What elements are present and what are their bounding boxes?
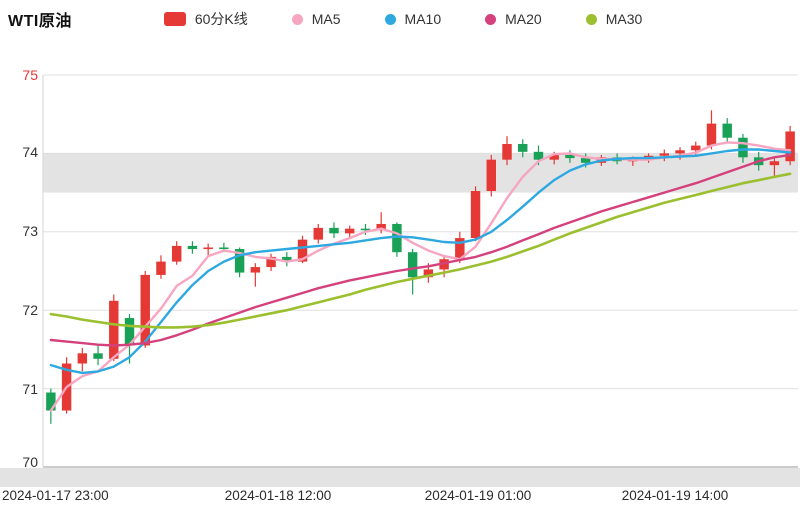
gridlines	[42, 74, 798, 468]
legend-label-ma10: MA10	[404, 11, 442, 27]
y-axis-label: 71	[22, 381, 38, 397]
y-axis-label: 74	[22, 144, 38, 160]
chart-title: WTI原油	[8, 13, 72, 30]
price-band	[43, 153, 798, 193]
legend: 60分K线 MA5 MA10 MA20 MA30	[163, 9, 643, 29]
chart-header: WTI原油 60分K线 MA5 MA10 MA20 MA30	[8, 6, 642, 32]
legend-item-kline[interactable]: 60分K线	[163, 9, 248, 29]
x-axis-label: 2024-01-17 23:00	[2, 488, 109, 503]
legend-label-ma5: MA5	[311, 11, 341, 27]
y-axis-label: 75	[22, 67, 38, 83]
kline-swatch-icon	[163, 12, 186, 26]
legend-item-ma5[interactable]: MA5	[291, 11, 341, 27]
y-axis-label: 72	[22, 302, 38, 318]
ma5-dot-icon	[291, 13, 303, 25]
ma20-line	[49, 153, 792, 347]
ma30-dot-icon	[585, 13, 597, 25]
ma10-line	[49, 148, 792, 375]
y-axis-label: 73	[22, 223, 38, 239]
y-axis-label: 70	[22, 454, 38, 470]
legend-item-ma30[interactable]: MA30	[585, 11, 643, 27]
legend-label-ma20: MA20	[505, 11, 542, 27]
x-axis-label: 2024-01-19 14:00	[621, 488, 729, 503]
x-axis-label: 2024-01-18 12:00	[224, 488, 332, 503]
ma20-dot-icon	[485, 13, 497, 25]
x-axis-strip	[0, 468, 800, 487]
ma10-dot-icon	[384, 13, 396, 25]
candles	[46, 110, 795, 424]
legend-item-ma20[interactable]: MA20	[485, 11, 542, 27]
legend-item-ma10[interactable]: MA10	[384, 11, 442, 27]
x-axis-label: 2024-01-19 01:00	[424, 488, 532, 503]
ma30-line	[49, 172, 792, 329]
legend-label-kline: 60分K线	[194, 11, 248, 27]
legend-label-ma30: MA30	[605, 11, 643, 27]
